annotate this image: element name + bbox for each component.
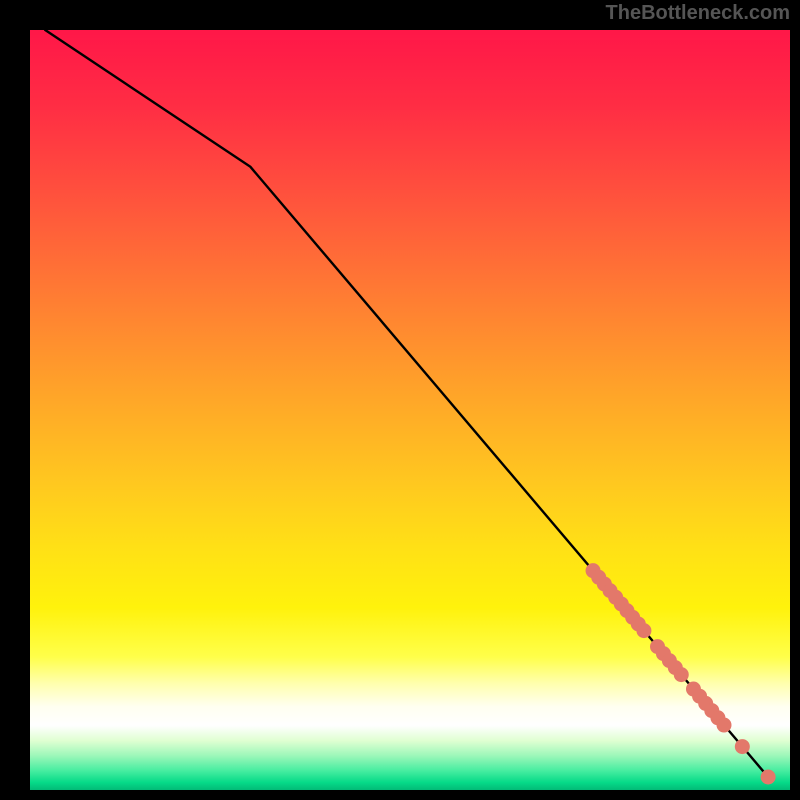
data-point bbox=[761, 770, 775, 784]
watermark-text: TheBottleneck.com bbox=[606, 2, 790, 25]
data-point bbox=[637, 624, 651, 638]
data-point bbox=[735, 740, 749, 754]
data-point bbox=[717, 718, 731, 732]
data-point bbox=[674, 668, 688, 682]
chart-svg bbox=[30, 30, 790, 790]
chart-container bbox=[30, 30, 790, 790]
